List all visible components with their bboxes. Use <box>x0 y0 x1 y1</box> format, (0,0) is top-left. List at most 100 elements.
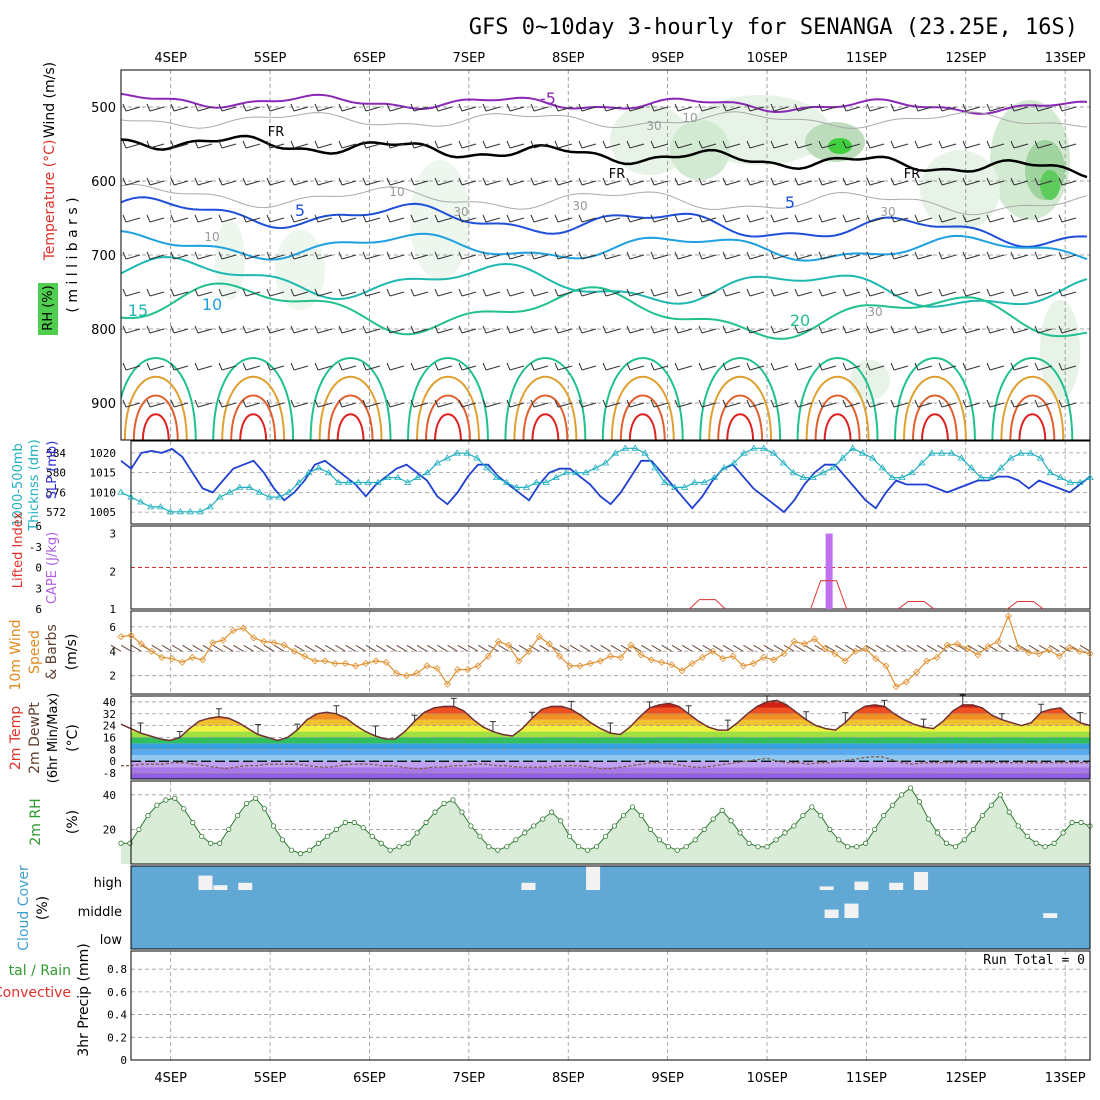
panel-frame <box>130 695 1091 780</box>
surface-temp-contour <box>531 413 560 440</box>
temp-line <box>120 699 1091 742</box>
wind-speed-marker <box>525 647 533 655</box>
thickness-marker <box>730 459 738 466</box>
thickness-marker <box>354 478 363 485</box>
wind-barb <box>626 251 645 260</box>
rh-marker <box>324 833 330 839</box>
wind-barb <box>458 103 477 112</box>
pressure-tick-label: 900 <box>91 397 116 412</box>
contour-label: 5 <box>295 201 305 220</box>
wind-barb <box>554 214 573 223</box>
wind-barb <box>266 251 285 260</box>
temp-tick: 40 <box>103 696 116 709</box>
temp-units: (°C) <box>65 724 81 752</box>
wind-speed-marker <box>188 653 196 661</box>
precip-tick: 0.8 <box>107 963 127 976</box>
wind-barb <box>626 288 645 297</box>
wind-barb <box>746 251 765 260</box>
rh-area <box>121 787 1090 864</box>
wind-barb <box>434 251 453 260</box>
wind-barb <box>626 214 645 223</box>
wind-barb <box>559 644 571 652</box>
cloud-level-label: middle <box>78 905 122 920</box>
rh-marker <box>163 797 169 803</box>
wind-speed-marker <box>239 624 247 632</box>
minmax-errorbar <box>607 722 614 734</box>
wind-barb <box>434 214 453 223</box>
wind-barb <box>986 140 1005 149</box>
dewpoint-line <box>121 756 1090 770</box>
wind-speed-marker <box>709 647 717 655</box>
wind-barb <box>770 288 789 297</box>
thickness-marker <box>186 508 194 515</box>
wind-barb <box>722 177 741 186</box>
wind-barb <box>218 251 237 260</box>
wind-barb <box>434 399 453 408</box>
wind-barb <box>386 214 405 223</box>
wind-barb <box>242 325 261 334</box>
wind-barb <box>338 325 357 334</box>
wind-barb <box>818 325 837 334</box>
minmax-errorbar <box>411 714 418 722</box>
rh-marker <box>181 806 187 812</box>
wind-barb <box>746 214 765 223</box>
wind-speed-marker <box>719 655 727 663</box>
thickness-marker <box>404 478 412 485</box>
wind-speed-marker <box>474 662 482 670</box>
top-date-axis: 4SEP 5SEP 6SEP 7SEP 8SEP 9SEP 10SEP 11SEP 12SEP 1… <box>154 51 1085 66</box>
wind-speed-marker <box>1066 644 1074 652</box>
wind-barb <box>458 177 477 186</box>
rh-marker <box>898 792 905 798</box>
thickness-marker <box>265 493 274 500</box>
wind-barb <box>266 288 285 297</box>
wind-barb <box>1010 288 1029 297</box>
wind-barb <box>314 103 333 112</box>
rh-marker <box>575 844 582 850</box>
wind-barb <box>218 103 237 112</box>
wind-barb <box>242 177 261 186</box>
wind-barb <box>146 362 165 371</box>
precip-tick: 0.6 <box>107 986 127 999</box>
surface-temp-contour <box>425 394 471 440</box>
panel-bg <box>131 611 1090 694</box>
wind-barb <box>986 399 1005 408</box>
wind-barb <box>434 103 453 112</box>
wind-barb <box>194 103 213 112</box>
wind-barb <box>578 251 597 260</box>
rh-marker <box>459 809 465 815</box>
wind-barb <box>335 644 346 652</box>
thickness-marker <box>868 454 877 461</box>
wind-barb <box>355 644 367 652</box>
rh-contour-10 <box>121 111 1088 129</box>
wind-barb <box>1058 103 1077 112</box>
thickness-marker <box>374 478 382 485</box>
wind-barb <box>170 325 189 334</box>
rh-marker <box>701 826 707 833</box>
rh-marker <box>414 830 420 836</box>
wind-barb <box>842 214 861 223</box>
wind-barb <box>770 140 789 149</box>
minmax-errorbar <box>920 718 927 728</box>
wind-barb <box>818 288 837 297</box>
rh-marker <box>1042 844 1048 850</box>
li-tick: 0 <box>35 562 42 575</box>
wind-barb <box>986 214 1005 223</box>
cape-lifted-index-panel: -6 -3 0 3 6 3 2 1 <box>29 520 1091 616</box>
rh-marker <box>387 847 393 853</box>
surface-temp-contour <box>230 394 277 440</box>
wind-barb <box>434 177 453 186</box>
rh-shading <box>828 138 852 154</box>
minmax-errorbar <box>333 705 340 714</box>
thickness-marker <box>216 493 224 500</box>
wind-barb <box>386 644 397 652</box>
thickness-marker <box>463 449 471 456</box>
wind-speed-marker <box>158 653 166 661</box>
top-date-label: 5SEP <box>254 51 287 66</box>
wind-barb <box>554 140 573 149</box>
wind-barb <box>458 288 477 297</box>
wind-barb <box>674 288 693 297</box>
wind-speed-marker <box>974 651 982 659</box>
bottom-date-label: 10SEP <box>747 1071 788 1086</box>
wind-speed-marker <box>464 666 472 674</box>
wind-speed-marker <box>790 637 798 646</box>
